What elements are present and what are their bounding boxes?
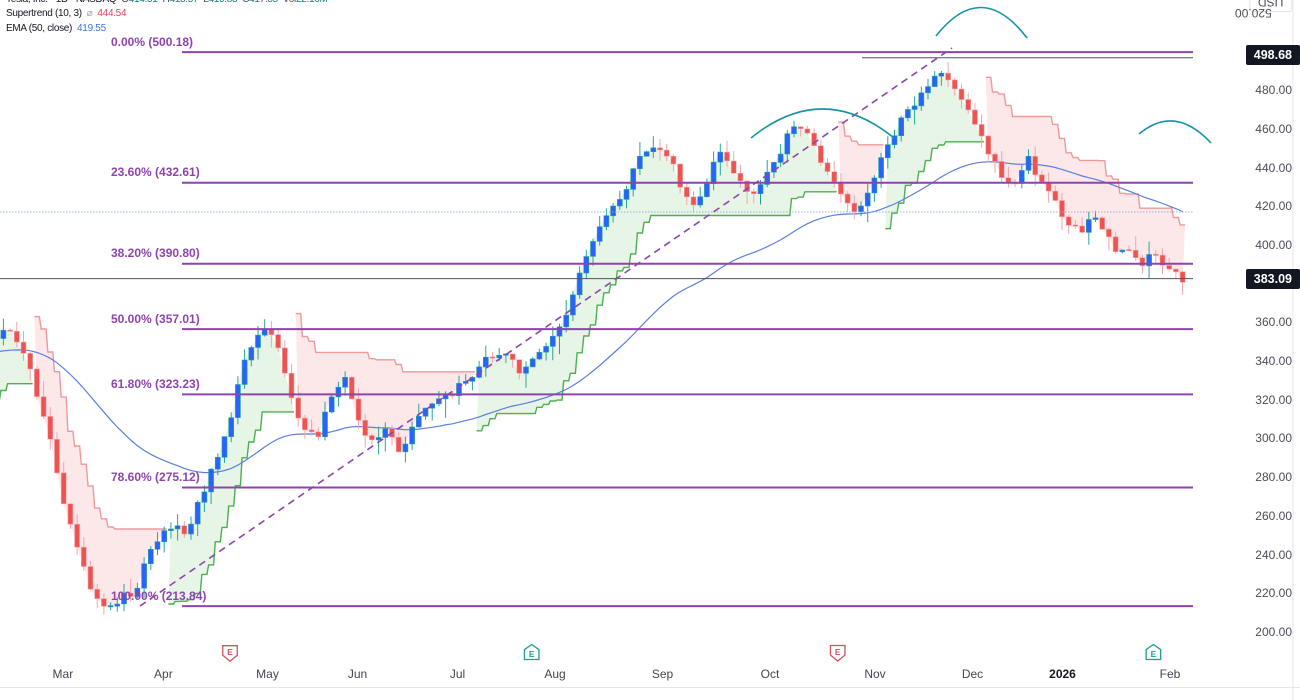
svg-text:E: E: [835, 647, 841, 657]
svg-text:E: E: [529, 649, 535, 659]
svg-text:E: E: [1151, 649, 1157, 659]
svg-text:E: E: [227, 647, 233, 657]
